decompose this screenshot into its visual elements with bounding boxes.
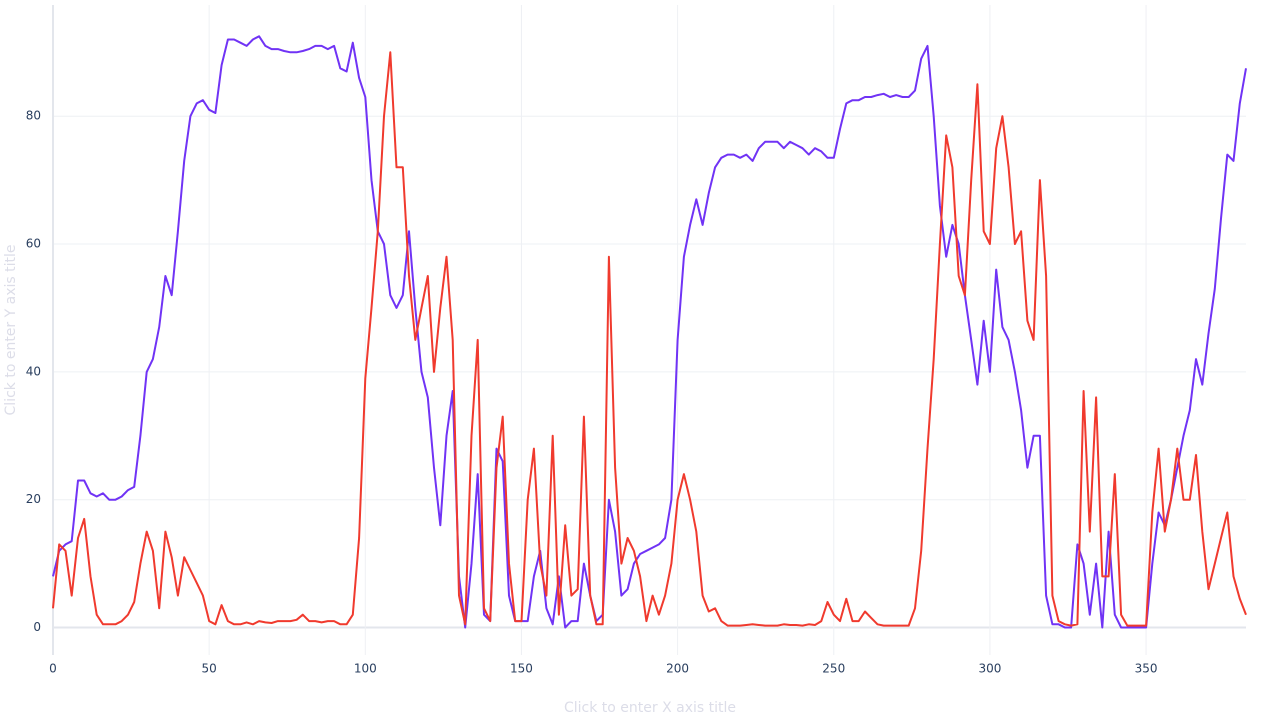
y-tick-label: 40 — [26, 364, 41, 378]
y-axis-title[interactable]: Click to enter Y axis title — [3, 245, 19, 416]
x-tick-label: 250 — [822, 662, 845, 676]
x-tick-label: 50 — [202, 662, 217, 676]
x-axis-title[interactable]: Click to enter X axis title — [564, 700, 736, 715]
x-tick-label: 0 — [49, 662, 57, 676]
series-line — [52, 35, 1247, 629]
y-tick-label: 0 — [33, 620, 41, 634]
series-line — [52, 51, 1247, 627]
x-tick-label: 350 — [1135, 662, 1158, 676]
x-tick-label: 200 — [666, 662, 689, 676]
x-tick-label: 300 — [978, 662, 1001, 676]
y-tick-label: 20 — [26, 492, 41, 506]
y-tick-label: 60 — [26, 237, 41, 251]
y-tick-label: 80 — [26, 109, 41, 123]
x-tick-label: 150 — [510, 662, 533, 676]
x-tick-label: 100 — [354, 662, 377, 676]
